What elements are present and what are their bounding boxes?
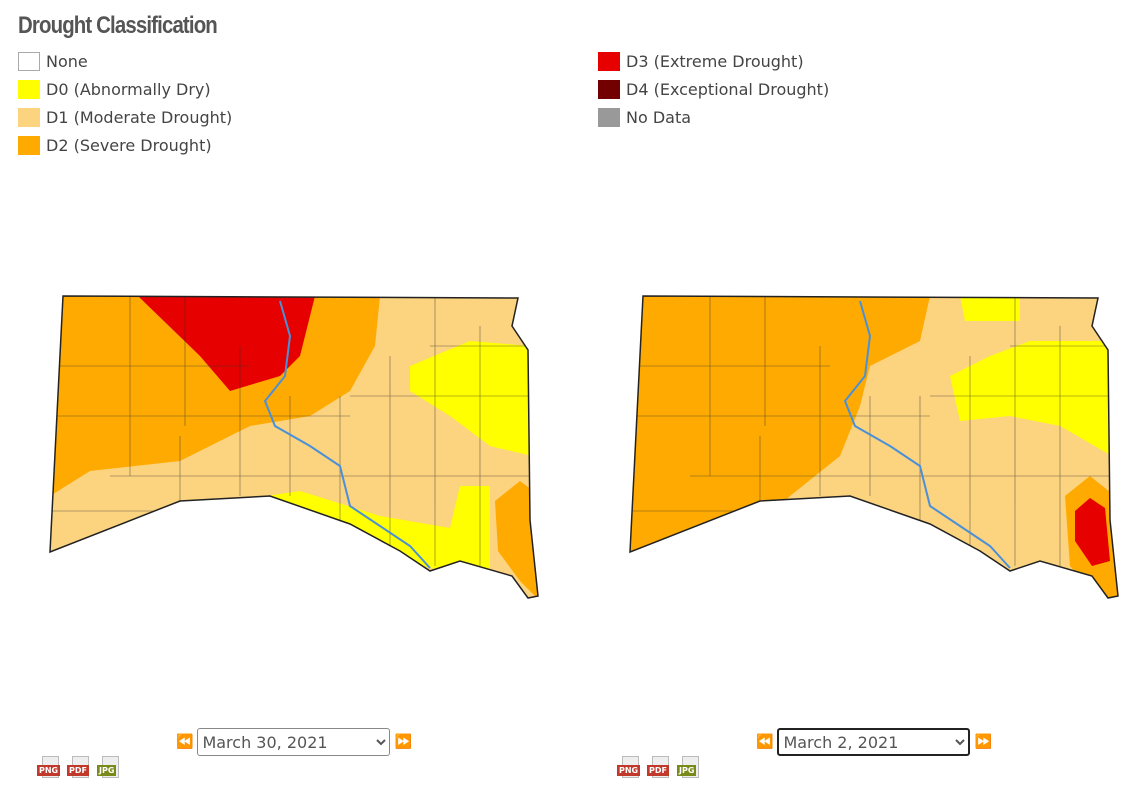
legend-swatch	[598, 108, 620, 127]
legend-swatch	[18, 136, 40, 155]
date-control: ⏪ March 2, 2021 ⏩	[756, 728, 992, 756]
step-button[interactable]: ⏪	[176, 734, 194, 750]
legend-item: D2 (Severe Drought)	[18, 136, 212, 155]
legend-item: D4 (Exceptional Drought)	[598, 80, 829, 99]
download-label: PNG	[617, 765, 641, 776]
legend-label: None	[46, 52, 88, 71]
download-icon[interactable]: JPG	[677, 756, 701, 780]
download-icon[interactable]: JPG	[97, 756, 121, 780]
legend-item: D3 (Extreme Drought)	[598, 52, 804, 71]
download-icon[interactable]: PDF	[67, 756, 91, 780]
download-icon[interactable]: PDF	[647, 756, 671, 780]
step-button[interactable]: ⏩	[394, 734, 412, 750]
maps	[49, 295, 1119, 599]
step-button[interactable]: ⏪	[756, 734, 774, 750]
legend-swatch	[18, 52, 40, 71]
title: Drought Classification	[18, 12, 218, 39]
legend-item: None	[18, 52, 88, 71]
legend-label: No Data	[626, 108, 692, 127]
legend-item: D0 (Abnormally Dry)	[18, 80, 211, 99]
drought-area	[138, 296, 315, 391]
download-icon[interactable]: PNG	[37, 756, 61, 780]
map-right	[629, 295, 1119, 599]
drought-area	[495, 481, 538, 598]
legend-label: D0 (Abnormally Dry)	[46, 80, 211, 99]
download-label: PDF	[67, 765, 89, 776]
date-control: ⏪ March 30, 2021 ⏩	[176, 728, 412, 756]
date-select[interactable]: March 2, 2021	[777, 728, 971, 756]
downloads: PNG PDF JPG	[617, 756, 701, 780]
legend-swatch	[598, 52, 620, 71]
legend-swatch	[598, 80, 620, 99]
step-button[interactable]: ⏩	[974, 734, 992, 750]
legend-label: D1 (Moderate Drought)	[46, 108, 233, 127]
download-label: PDF	[647, 765, 669, 776]
map-left	[49, 295, 539, 599]
legend-label: D3 (Extreme Drought)	[626, 52, 804, 71]
legend-label: D2 (Severe Drought)	[46, 136, 212, 155]
drought-area	[410, 341, 532, 456]
legend-swatch	[18, 108, 40, 127]
date-select[interactable]: March 30, 2021	[197, 728, 391, 756]
legend-item: D1 (Moderate Drought)	[18, 108, 232, 127]
download-label: JPG	[97, 765, 117, 776]
legend-label: D4 (Exceptional Drought)	[626, 80, 830, 99]
download-label: JPG	[677, 765, 697, 776]
drought-area	[950, 341, 1112, 456]
legend-swatch	[18, 80, 40, 99]
download-label: PNG	[37, 765, 61, 776]
drought-area	[1075, 498, 1110, 566]
download-icon[interactable]: PNG	[617, 756, 641, 780]
drought-area	[960, 296, 1020, 321]
downloads: PNG PDF JPG	[37, 756, 121, 780]
legend-item: No Data	[598, 108, 691, 127]
drought-area	[630, 296, 930, 558]
